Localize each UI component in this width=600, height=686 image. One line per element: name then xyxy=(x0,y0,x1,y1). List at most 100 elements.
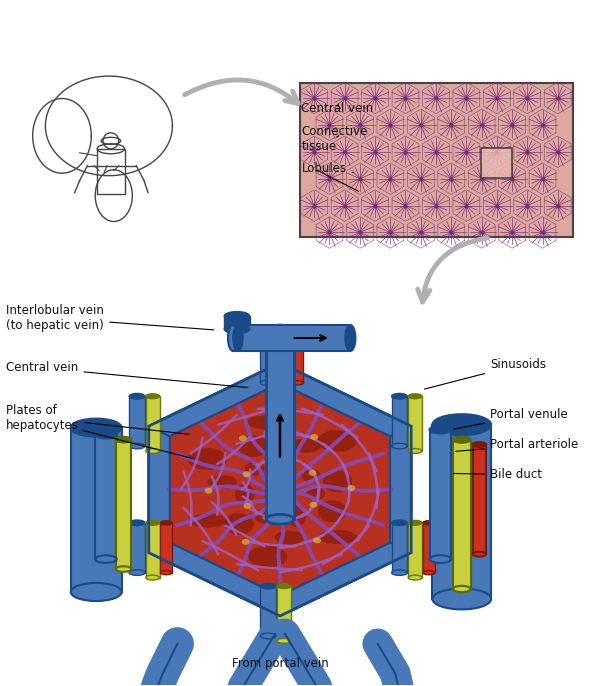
Ellipse shape xyxy=(317,500,347,522)
FancyBboxPatch shape xyxy=(423,523,434,573)
FancyBboxPatch shape xyxy=(224,316,250,329)
Ellipse shape xyxy=(233,325,243,351)
FancyBboxPatch shape xyxy=(71,427,122,592)
Ellipse shape xyxy=(116,566,131,572)
Ellipse shape xyxy=(248,545,287,567)
Ellipse shape xyxy=(473,442,486,447)
FancyBboxPatch shape xyxy=(233,325,350,351)
Ellipse shape xyxy=(292,331,304,335)
Ellipse shape xyxy=(453,586,470,592)
Text: Lobules: Lobules xyxy=(301,162,353,175)
Ellipse shape xyxy=(275,530,304,545)
Ellipse shape xyxy=(224,324,250,333)
Text: From portal vein: From portal vein xyxy=(232,657,328,670)
Ellipse shape xyxy=(129,520,145,525)
Ellipse shape xyxy=(430,426,451,434)
Polygon shape xyxy=(170,383,390,595)
Ellipse shape xyxy=(277,639,291,643)
Ellipse shape xyxy=(392,443,407,449)
Ellipse shape xyxy=(208,475,237,489)
Ellipse shape xyxy=(260,633,276,639)
Ellipse shape xyxy=(310,501,317,508)
FancyBboxPatch shape xyxy=(129,397,145,446)
Ellipse shape xyxy=(310,434,318,440)
Ellipse shape xyxy=(277,331,291,335)
Ellipse shape xyxy=(129,570,145,576)
Text: Interlobular vein
(to hepatic vein): Interlobular vein (to hepatic vein) xyxy=(6,304,214,332)
Polygon shape xyxy=(280,543,411,616)
FancyBboxPatch shape xyxy=(260,333,276,383)
FancyBboxPatch shape xyxy=(260,586,276,636)
Ellipse shape xyxy=(266,514,293,524)
FancyBboxPatch shape xyxy=(453,440,470,589)
Ellipse shape xyxy=(408,449,422,453)
Text: Bile duct: Bile duct xyxy=(454,468,542,481)
Ellipse shape xyxy=(224,513,254,535)
FancyBboxPatch shape xyxy=(266,330,293,519)
Ellipse shape xyxy=(228,325,238,351)
Ellipse shape xyxy=(266,325,293,335)
Ellipse shape xyxy=(292,439,321,453)
Ellipse shape xyxy=(392,394,407,399)
Text: Portal arteriole: Portal arteriole xyxy=(456,438,578,451)
Ellipse shape xyxy=(277,584,291,589)
Ellipse shape xyxy=(408,394,422,399)
Text: Sinusoids: Sinusoids xyxy=(424,358,546,389)
Ellipse shape xyxy=(392,570,407,576)
Ellipse shape xyxy=(473,552,486,556)
FancyBboxPatch shape xyxy=(292,333,304,383)
Polygon shape xyxy=(390,426,411,553)
Ellipse shape xyxy=(302,469,322,483)
Ellipse shape xyxy=(453,436,470,442)
FancyBboxPatch shape xyxy=(430,429,451,559)
Ellipse shape xyxy=(160,571,172,575)
FancyBboxPatch shape xyxy=(408,523,422,578)
Ellipse shape xyxy=(146,449,160,453)
Ellipse shape xyxy=(224,311,250,320)
Ellipse shape xyxy=(146,575,160,580)
Polygon shape xyxy=(280,363,411,436)
FancyBboxPatch shape xyxy=(160,523,172,573)
Ellipse shape xyxy=(277,518,285,524)
Ellipse shape xyxy=(408,575,422,580)
Ellipse shape xyxy=(392,520,407,525)
FancyArrowPatch shape xyxy=(185,80,298,104)
Ellipse shape xyxy=(235,484,254,505)
Ellipse shape xyxy=(260,380,276,386)
Ellipse shape xyxy=(71,583,122,601)
FancyBboxPatch shape xyxy=(392,523,407,573)
Ellipse shape xyxy=(116,437,131,442)
Ellipse shape xyxy=(433,589,491,609)
Ellipse shape xyxy=(305,487,325,501)
Ellipse shape xyxy=(95,431,117,438)
Ellipse shape xyxy=(345,325,355,351)
Text: Central vein: Central vein xyxy=(6,362,248,388)
FancyBboxPatch shape xyxy=(116,440,131,569)
Ellipse shape xyxy=(146,521,160,525)
FancyBboxPatch shape xyxy=(473,445,486,554)
Ellipse shape xyxy=(308,470,316,476)
Ellipse shape xyxy=(205,488,212,494)
FancyBboxPatch shape xyxy=(146,397,160,451)
Ellipse shape xyxy=(95,555,117,563)
Text: Central vein: Central vein xyxy=(301,102,374,115)
Ellipse shape xyxy=(239,436,247,441)
FancyBboxPatch shape xyxy=(408,397,422,451)
Polygon shape xyxy=(149,363,280,436)
Ellipse shape xyxy=(287,505,306,527)
Ellipse shape xyxy=(260,583,276,589)
Ellipse shape xyxy=(275,455,283,460)
Ellipse shape xyxy=(277,386,291,390)
Ellipse shape xyxy=(238,435,268,457)
FancyBboxPatch shape xyxy=(392,397,407,446)
Ellipse shape xyxy=(323,471,352,493)
Ellipse shape xyxy=(247,416,286,429)
Ellipse shape xyxy=(129,394,145,399)
Ellipse shape xyxy=(188,448,227,470)
Ellipse shape xyxy=(254,509,274,523)
Ellipse shape xyxy=(275,449,295,471)
Polygon shape xyxy=(149,426,170,553)
Ellipse shape xyxy=(423,571,434,575)
FancyBboxPatch shape xyxy=(129,523,145,573)
FancyBboxPatch shape xyxy=(481,148,512,178)
